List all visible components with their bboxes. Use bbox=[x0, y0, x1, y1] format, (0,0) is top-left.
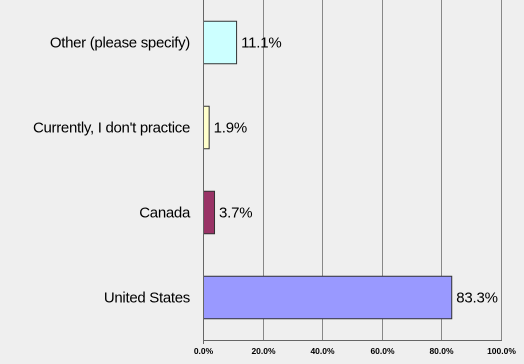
axes bbox=[203, 0, 502, 344]
x-tick-label: 20.0% bbox=[251, 346, 276, 356]
x-tick-label: 40.0% bbox=[310, 346, 335, 356]
category-label: Other (please specify) bbox=[50, 35, 190, 52]
category-label: Canada bbox=[139, 205, 191, 222]
data-label: 3.7% bbox=[219, 205, 252, 222]
category-label: Currently, I don't practice bbox=[33, 120, 190, 137]
bar bbox=[203, 105, 210, 150]
x-tick-label: 60.0% bbox=[370, 346, 395, 356]
data-label: 11.1% bbox=[241, 35, 281, 52]
x-tick-label: 100.0% bbox=[487, 346, 516, 356]
labels: 0.0% 20.0% 40.0% 60.0% 80.0% 100.0% Other (ple… bbox=[33, 35, 516, 357]
bars bbox=[203, 20, 453, 320]
data-label: 83.3% bbox=[456, 290, 498, 307]
x-tick-label: 80.0% bbox=[429, 346, 454, 356]
x-tick-label: 0.0% bbox=[194, 346, 214, 356]
category-label: United States bbox=[104, 290, 190, 307]
bar bbox=[203, 190, 216, 235]
data-label: 1.9% bbox=[214, 120, 247, 137]
bar bbox=[203, 20, 238, 65]
bar bbox=[203, 275, 453, 320]
